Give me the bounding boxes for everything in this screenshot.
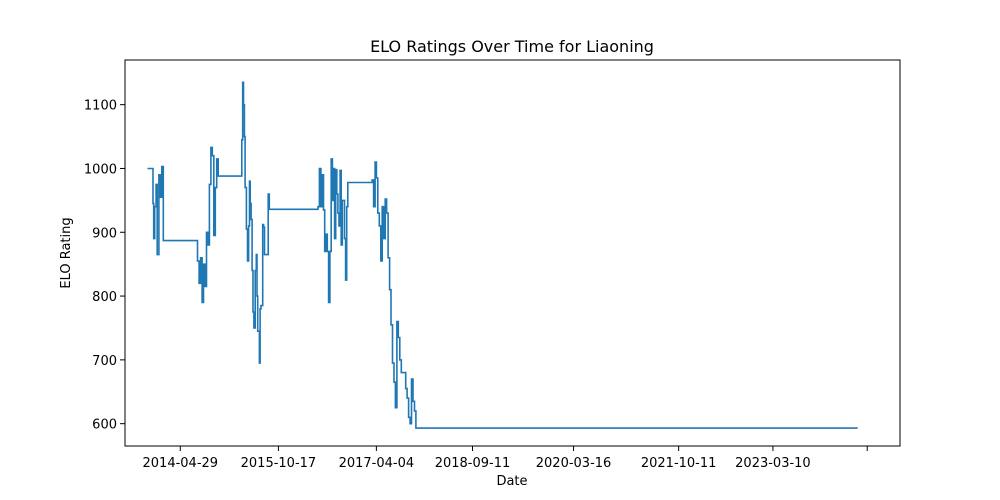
y-tick-label: 700 xyxy=(92,354,117,369)
x-tick-label: 2023-03-10 xyxy=(735,456,811,471)
chart-title: ELO Ratings Over Time for Liaoning xyxy=(370,37,654,56)
x-axis-label: Date xyxy=(496,474,527,489)
x-axis-ticks: 2014-04-29 2015-10-17 2017-04-04 2018-09-11… xyxy=(143,446,868,471)
y-axis-label: ELO Rating xyxy=(59,217,74,288)
x-tick-label: 2015-10-17 xyxy=(241,456,317,471)
y-tick-label: 1000 xyxy=(84,162,117,177)
y-tick-label: 1100 xyxy=(84,99,117,114)
series-line-liaoning xyxy=(147,81,858,429)
x-tick-label: 2017-04-04 xyxy=(339,456,415,471)
y-tick-label: 800 xyxy=(92,290,117,305)
x-tick-label: 2021-10-11 xyxy=(641,456,717,471)
y-tick-label: 900 xyxy=(92,226,117,241)
x-tick-label: 2020-03-16 xyxy=(536,456,612,471)
x-tick-label: 2018-09-11 xyxy=(435,456,511,471)
x-tick-label: 2014-04-29 xyxy=(143,456,219,471)
y-axis-ticks: 600 700 800 900 1000 1100 xyxy=(84,99,125,433)
y-tick-label: 600 xyxy=(92,418,117,433)
plot-frame xyxy=(124,59,901,447)
